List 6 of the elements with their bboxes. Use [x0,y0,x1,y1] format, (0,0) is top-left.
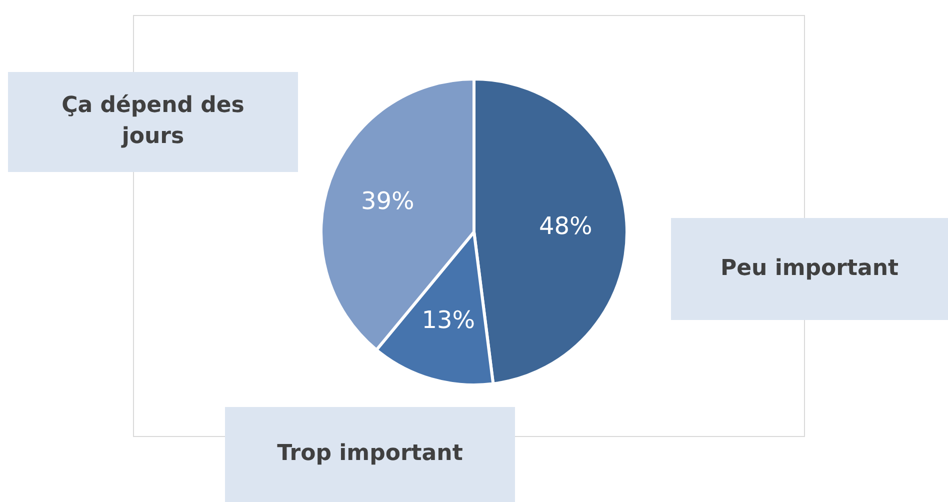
slice-label: Trop important [277,440,463,468]
data-label: 48% [538,212,592,240]
slice-label: Peu important [720,254,899,283]
data-label: 13% [422,306,476,334]
data-label: 39% [360,186,414,215]
slice-label: Ça dépend des jours [60,92,246,151]
